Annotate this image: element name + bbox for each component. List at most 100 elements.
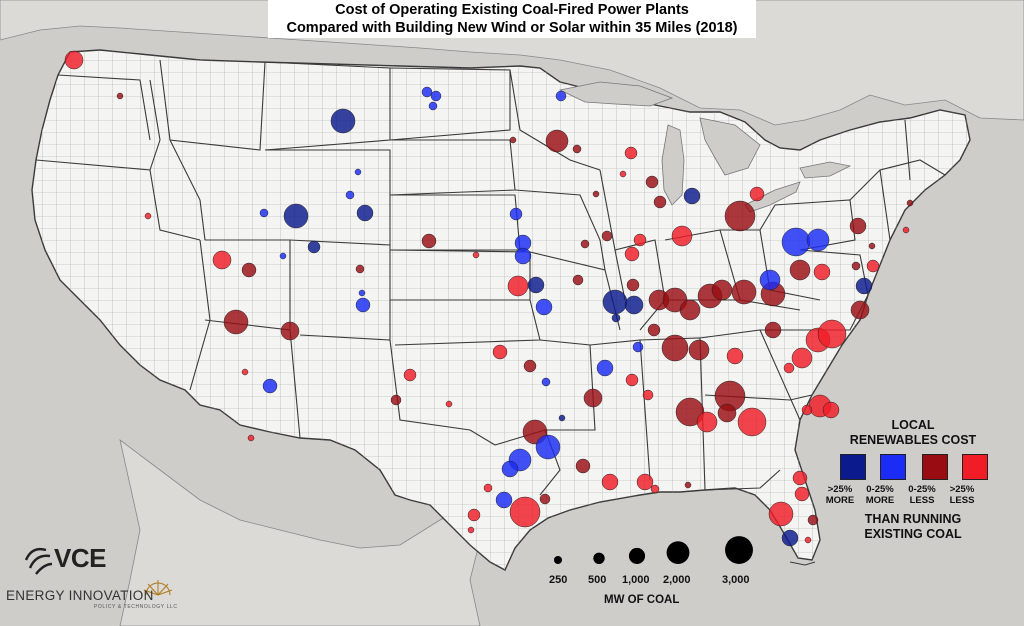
coal-plant-marker	[514, 247, 532, 265]
coal-plant-marker	[601, 473, 619, 491]
coal-plant-marker	[572, 144, 582, 154]
coal-plant-marker	[495, 491, 513, 509]
coal-plant-marker	[403, 368, 417, 382]
size-label-500: 500	[588, 574, 607, 586]
coal-plant-marker	[509, 496, 541, 528]
size-legend-circle-3,000	[725, 536, 753, 564]
coal-plant-marker	[650, 484, 660, 494]
state-borders	[35, 59, 946, 496]
coal-plant-marker	[575, 458, 591, 474]
coal-plant-marker	[64, 50, 84, 70]
lake-superior	[558, 81, 674, 107]
legend-category-line-1: 0-25%	[908, 484, 936, 495]
coal-plant-marker	[696, 411, 718, 433]
legend-category-line-1: >25%	[827, 484, 853, 495]
coal-plant-marker	[724, 200, 756, 232]
coal-plant-marker	[354, 168, 362, 176]
coal-plant-marker	[626, 278, 640, 292]
coal-plant-marker	[345, 190, 355, 200]
legend-category-0-25-less: 0-25% LESS	[900, 484, 944, 506]
size-label-2000: 2,000	[663, 574, 691, 586]
coal-plant-marker	[527, 276, 545, 294]
size-label-1000: 1,000	[622, 574, 650, 586]
coal-plant-markers	[64, 50, 914, 547]
coal-plant-marker	[801, 404, 813, 416]
coal-plant-marker	[509, 207, 523, 221]
color-legend-swatches	[836, 454, 996, 484]
coal-plant-marker	[794, 486, 810, 502]
coal-plant-marker	[580, 239, 590, 249]
coal-plant-marker	[625, 373, 639, 387]
size-legend-circle-500	[593, 552, 605, 564]
coal-plant-marker	[851, 261, 861, 271]
coal-plant-marker	[792, 470, 808, 486]
coal-plant-marker	[535, 434, 561, 460]
color-legend-heading-line-1: LOCAL	[891, 418, 935, 432]
coal-plant-marker	[611, 313, 621, 323]
coal-plant-marker	[241, 368, 249, 376]
color-legend-heading-line-2: RENEWABLES COST	[849, 433, 977, 447]
vce-logo-text: VCE	[54, 543, 106, 573]
coal-plant-marker	[804, 536, 812, 544]
coal-plant-marker	[358, 289, 366, 297]
coal-plant-marker	[636, 473, 654, 491]
coal-plant-marker	[817, 319, 847, 349]
coal-plant-marker	[492, 344, 508, 360]
coal-plant-marker	[768, 501, 794, 527]
coal-plant-marker	[545, 129, 569, 153]
coal-plant-marker	[679, 299, 701, 321]
coal-plant-marker	[807, 514, 819, 526]
coal-plant-marker	[421, 86, 433, 98]
size-legend-circle-1,000	[628, 547, 646, 564]
coal-plant-marker	[906, 199, 914, 207]
coal-plant-marker	[592, 190, 600, 198]
florida-keys	[789, 561, 816, 566]
energy-innovation-sun-icon	[143, 580, 173, 596]
coal-plant-marker	[241, 262, 257, 278]
coal-plant-marker	[624, 146, 638, 160]
coal-plant-marker	[602, 289, 628, 315]
coal-plant-marker	[572, 274, 584, 286]
legend-category-line-2: MORE	[865, 495, 895, 506]
coal-plant-marker	[356, 204, 374, 222]
coal-plant-marker	[671, 225, 693, 247]
coal-plant-marker	[539, 493, 551, 505]
coal-plant-marker	[624, 295, 644, 315]
coal-plant-marker	[445, 400, 453, 408]
coal-plant-marker	[813, 263, 831, 281]
coal-plant-marker	[683, 187, 701, 205]
coal-plant-marker	[430, 90, 442, 102]
legend-category-0-25-more: 0-25% MORE	[858, 484, 902, 506]
coal-plant-marker	[624, 246, 640, 262]
coal-plant-marker	[307, 240, 321, 254]
coal-plant-marker	[764, 321, 782, 339]
coal-plant-marker	[509, 136, 517, 144]
coal-plant-marker	[781, 227, 811, 257]
legend-category-line-2: LESS	[909, 495, 935, 506]
coal-plant-marker	[866, 259, 880, 273]
coal-plant-marker	[633, 233, 647, 247]
coal-plant-marker	[355, 297, 371, 313]
map-title: Cost of Operating Existing Coal-Fired Po…	[268, 0, 756, 38]
coal-plant-marker	[280, 321, 300, 341]
energy-innovation-logo-subtext: POLICY & TECHNOLOGY LLC	[94, 604, 178, 610]
size-label-3000: 3,000	[722, 574, 750, 586]
size-legend-title: MW OF COAL	[604, 594, 680, 606]
coal-plant-marker	[535, 298, 553, 316]
coal-plant-marker	[601, 230, 613, 242]
legend-category-over-25-less: >25% LESS	[940, 484, 984, 506]
coal-plant-marker	[259, 208, 269, 218]
coal-plant-marker	[759, 269, 781, 291]
coal-plant-marker	[688, 339, 710, 361]
coal-plant-marker	[541, 377, 551, 387]
coal-plant-marker	[647, 323, 661, 337]
coal-plant-marker	[684, 481, 692, 489]
color-legend-footer: THAN RUNNING EXISTING COAL	[828, 512, 998, 542]
coal-plant-marker	[421, 233, 437, 249]
coal-plant-marker	[283, 203, 309, 229]
coal-plant-marker	[783, 362, 795, 374]
coal-plant-marker	[507, 275, 529, 297]
coal-plant-marker	[806, 228, 830, 252]
coal-plant-marker	[472, 251, 480, 259]
